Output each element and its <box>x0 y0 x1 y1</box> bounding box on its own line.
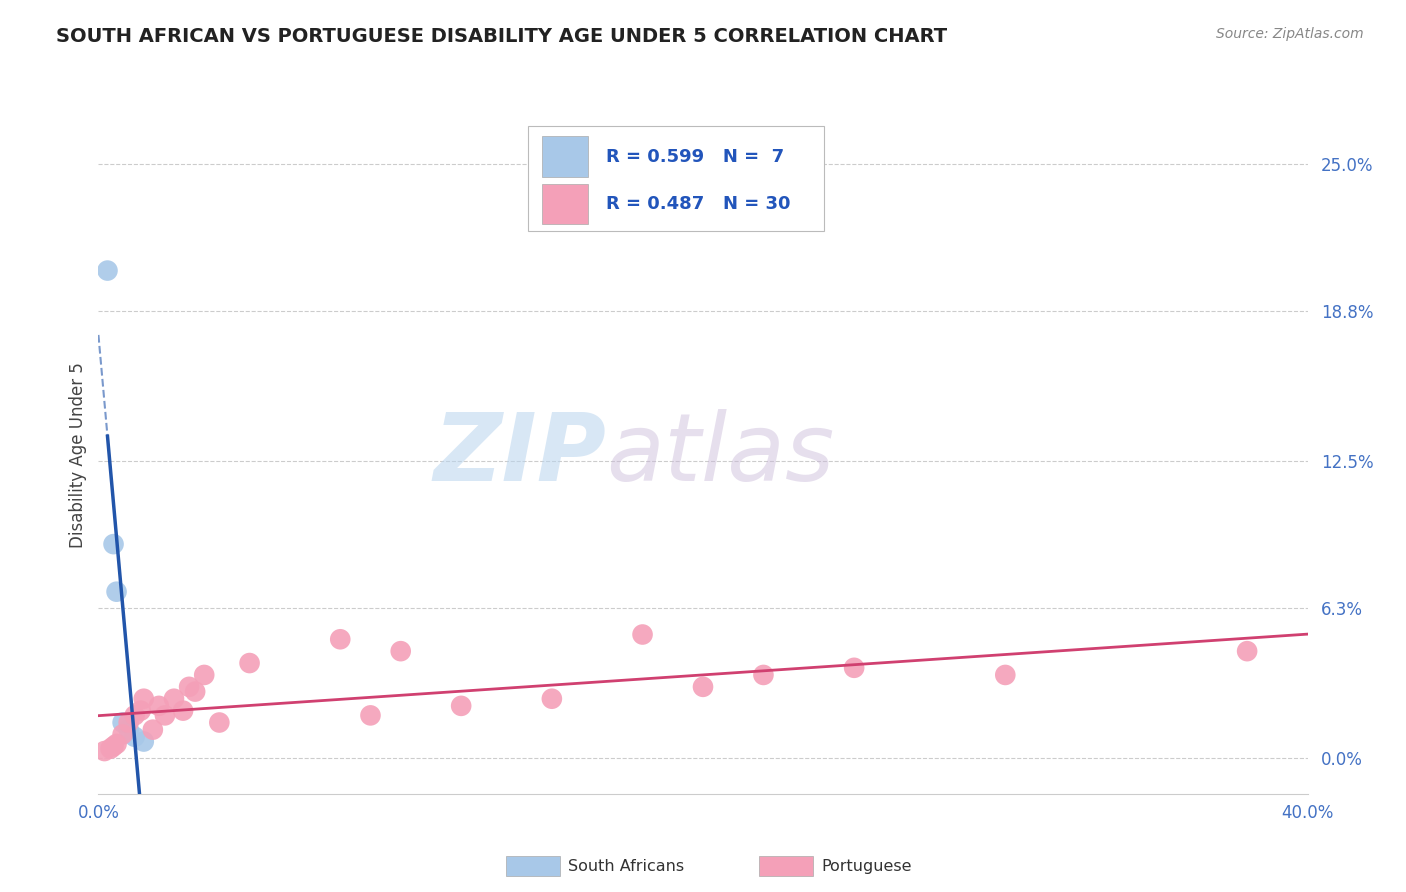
Point <box>153 708 176 723</box>
Point <box>118 723 141 737</box>
Point <box>389 644 412 658</box>
Text: Portuguese: Portuguese <box>821 859 911 873</box>
Point <box>184 684 207 698</box>
Text: R = 0.599   N =  7: R = 0.599 N = 7 <box>606 148 785 166</box>
Point <box>129 704 152 718</box>
Point <box>752 668 775 682</box>
FancyBboxPatch shape <box>543 136 588 177</box>
Text: R = 0.487   N = 30: R = 0.487 N = 30 <box>606 195 790 213</box>
Point <box>329 632 352 647</box>
Point <box>93 744 115 758</box>
Y-axis label: Disability Age Under 5: Disability Age Under 5 <box>69 362 87 548</box>
FancyBboxPatch shape <box>527 126 824 231</box>
Point <box>360 708 382 723</box>
Point <box>239 656 262 670</box>
Point <box>172 704 194 718</box>
Point <box>148 698 170 713</box>
Point <box>692 680 714 694</box>
Point <box>105 737 128 751</box>
Point <box>844 661 866 675</box>
Text: Source: ZipAtlas.com: Source: ZipAtlas.com <box>1216 27 1364 41</box>
Point <box>118 715 141 730</box>
Point <box>142 723 165 737</box>
Point <box>100 741 122 756</box>
Point <box>124 730 146 744</box>
Point <box>132 691 155 706</box>
Point <box>124 708 146 723</box>
Point <box>105 584 128 599</box>
Point <box>111 715 134 730</box>
Point <box>111 727 134 741</box>
FancyBboxPatch shape <box>543 184 588 225</box>
Text: South Africans: South Africans <box>568 859 685 873</box>
Point <box>208 715 231 730</box>
Point <box>163 691 186 706</box>
Point <box>540 691 562 706</box>
Point <box>96 263 118 277</box>
Text: SOUTH AFRICAN VS PORTUGUESE DISABILITY AGE UNDER 5 CORRELATION CHART: SOUTH AFRICAN VS PORTUGUESE DISABILITY A… <box>56 27 948 45</box>
Point <box>450 698 472 713</box>
Point <box>179 680 201 694</box>
Point <box>1236 644 1258 658</box>
Text: atlas: atlas <box>606 409 835 500</box>
Point <box>994 668 1017 682</box>
Point <box>103 537 125 551</box>
Text: ZIP: ZIP <box>433 409 606 501</box>
Point <box>132 734 155 748</box>
Point <box>103 739 125 754</box>
Point <box>631 627 654 641</box>
Point <box>193 668 215 682</box>
